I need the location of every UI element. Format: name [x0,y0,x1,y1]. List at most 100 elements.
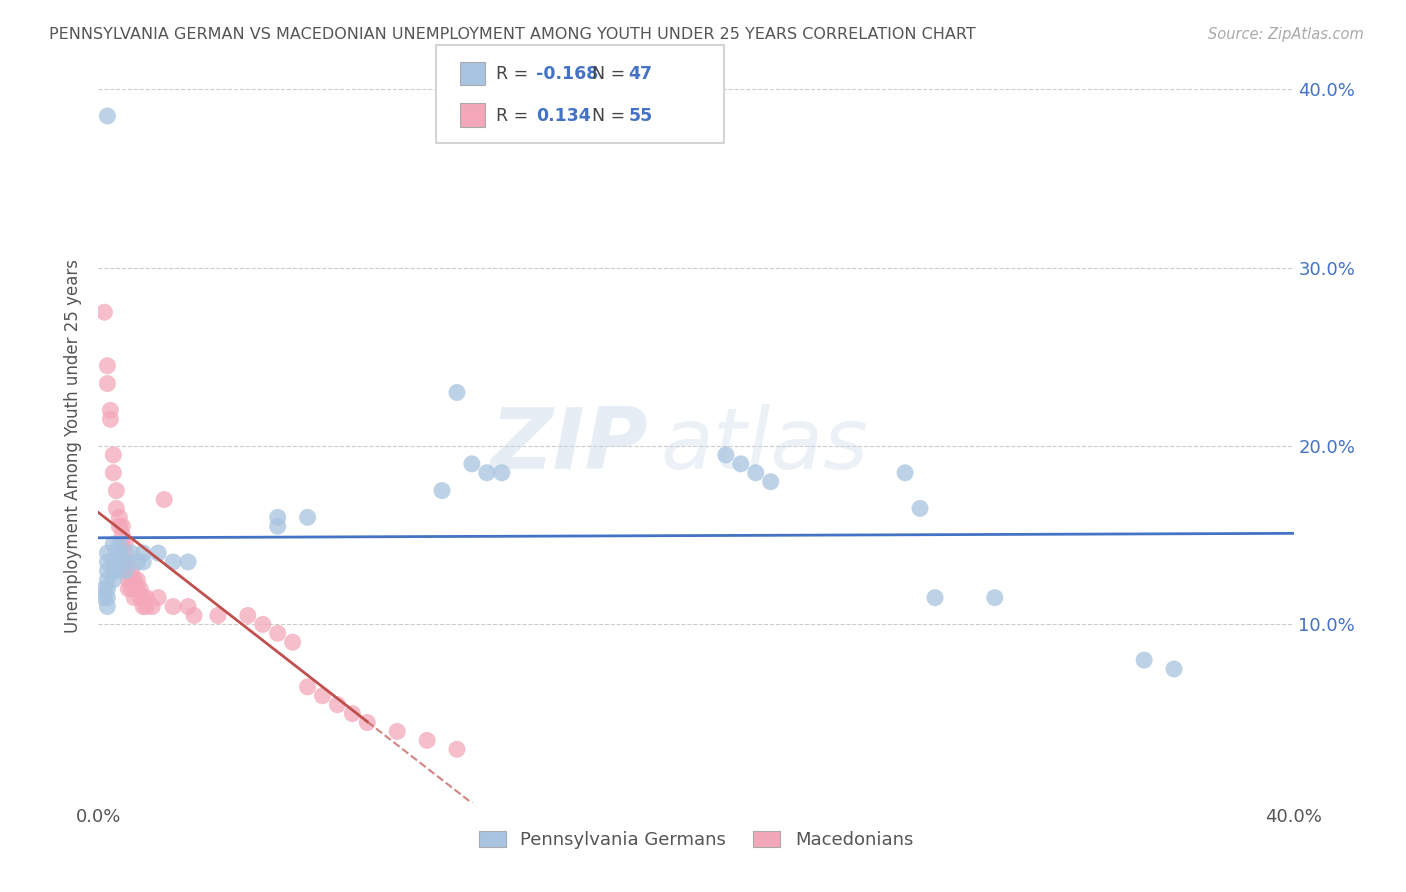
Point [141,599,163,614]
Point [96,555,118,569]
Point [745,466,768,480]
Point [475,466,498,480]
Point [153,492,176,507]
Point [127,582,149,596]
Point [730,457,752,471]
Point [111,537,134,551]
Point [385,724,409,739]
Point [759,475,782,489]
Point [111,528,134,542]
Point [311,689,333,703]
Text: ZIP: ZIP [491,404,648,488]
Point [132,555,155,569]
Point [117,582,139,596]
Text: R =: R = [496,65,534,83]
Point [105,555,128,569]
Point [105,501,128,516]
Point [446,742,468,756]
Point [1133,653,1156,667]
Point [103,555,125,569]
Point [103,573,125,587]
Point [132,591,155,605]
Point [98,403,122,417]
Point [117,555,139,569]
Point [177,555,200,569]
Point [924,591,946,605]
Point [93,305,115,319]
Point [281,635,304,649]
Point [108,555,131,569]
Point [114,555,136,569]
Point [120,573,142,587]
Point [103,466,125,480]
Text: atlas: atlas [661,404,868,488]
Point [416,733,439,747]
Point [148,546,170,560]
Point [714,448,737,462]
Point [96,599,118,614]
Text: N =: N = [592,65,631,83]
Point [108,510,131,524]
Y-axis label: Unemployment Among Youth under 25 years: Unemployment Among Youth under 25 years [65,259,83,633]
Point [162,555,184,569]
Point [120,546,142,560]
Point [132,546,155,560]
Point [117,564,139,578]
Point [430,483,453,498]
Point [103,448,125,462]
Point [267,626,290,640]
Point [342,706,364,721]
Point [127,573,149,587]
Point [1163,662,1185,676]
Point [252,617,274,632]
Point [177,599,200,614]
Point [132,599,155,614]
Text: R =: R = [496,107,534,125]
Point [356,715,378,730]
Text: 47: 47 [628,65,652,83]
Point [114,537,136,551]
Point [908,501,931,516]
Point [105,546,128,560]
Text: 0.134: 0.134 [536,107,591,125]
Text: N =: N = [592,107,631,125]
Point [120,582,142,596]
Point [96,573,118,587]
Point [446,385,468,400]
Point [103,564,125,578]
Point [162,599,184,614]
Point [326,698,349,712]
Point [105,483,128,498]
Point [207,608,229,623]
Point [114,546,136,560]
Point [111,519,134,533]
Point [108,546,131,560]
Point [129,582,152,596]
Text: Source: ZipAtlas.com: Source: ZipAtlas.com [1208,27,1364,42]
Point [129,591,152,605]
Point [124,591,146,605]
Point [491,466,513,480]
Point [98,412,122,426]
Point [124,582,146,596]
Point [236,608,259,623]
Legend: Pennsylvania Germans, Macedonians: Pennsylvania Germans, Macedonians [470,822,922,858]
Point [267,510,290,524]
Point [96,546,118,560]
Text: -0.168: -0.168 [536,65,598,83]
Point [96,564,118,578]
Point [108,537,131,551]
Point [96,582,118,596]
Point [105,564,128,578]
Point [96,591,118,605]
Point [120,564,142,578]
Point [124,573,146,587]
Point [297,680,319,694]
Point [103,537,125,551]
Point [461,457,484,471]
Point [127,555,149,569]
Point [117,573,139,587]
Point [135,599,157,614]
Point [135,591,157,605]
Point [148,591,170,605]
